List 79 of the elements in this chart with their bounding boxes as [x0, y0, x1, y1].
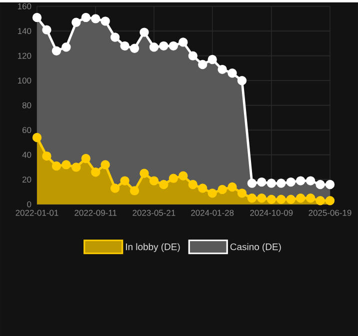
x-tick-label: 2024-10-09 — [250, 210, 293, 216]
point — [266, 178, 276, 188]
point — [32, 12, 42, 22]
point — [81, 154, 90, 163]
x-tick-label: 2024-01-28 — [191, 210, 234, 216]
point — [62, 42, 71, 52]
point — [178, 171, 188, 180]
point — [325, 196, 335, 206]
point — [81, 12, 90, 22]
y-tick-label: 80 — [22, 102, 32, 108]
point — [52, 161, 62, 170]
point — [188, 180, 198, 189]
y-tick-label: 140 — [18, 28, 32, 34]
point — [168, 41, 178, 50]
point — [247, 178, 257, 188]
point — [110, 32, 120, 42]
point — [100, 160, 110, 170]
point — [100, 16, 110, 26]
point — [42, 25, 52, 34]
legend-label: In lobby (DE) — [126, 243, 180, 252]
point — [218, 64, 227, 74]
y-tick-label: 20 — [22, 176, 32, 182]
point — [208, 54, 217, 64]
x-tick-label: 2023-05-21 — [132, 210, 176, 216]
y-tick-label: 40 — [22, 152, 32, 158]
point — [91, 14, 100, 24]
point — [316, 180, 325, 189]
point — [159, 41, 168, 50]
point — [266, 194, 276, 204]
point — [257, 193, 266, 203]
point — [42, 151, 52, 160]
point — [130, 44, 140, 53]
point — [168, 174, 178, 183]
point — [228, 182, 237, 192]
point — [316, 196, 325, 206]
point — [198, 183, 208, 193]
point — [198, 60, 208, 69]
point — [218, 184, 227, 194]
legend-label: Casino (DE) — [230, 243, 281, 252]
x-tick-label: 2022-01-01 — [16, 210, 58, 216]
y-tick-label: 0 — [27, 201, 32, 208]
point — [276, 178, 286, 188]
point — [306, 176, 316, 186]
point — [149, 42, 159, 52]
point — [257, 177, 266, 186]
y-tick-label: 120 — [18, 52, 32, 59]
point — [72, 18, 81, 27]
point — [130, 186, 140, 196]
y-tick-label: 160 — [18, 3, 32, 10]
point — [110, 183, 120, 193]
point — [159, 180, 168, 189]
point — [276, 194, 286, 204]
point — [208, 188, 217, 198]
point — [296, 176, 306, 186]
y-tick-label: 100 — [18, 77, 32, 84]
point — [178, 37, 188, 47]
point — [296, 193, 306, 203]
point — [325, 180, 335, 189]
point — [120, 176, 130, 186]
point — [247, 193, 257, 203]
point — [140, 168, 149, 178]
point — [228, 68, 237, 78]
point — [306, 193, 316, 203]
point — [286, 194, 296, 204]
point — [237, 188, 247, 198]
point — [72, 162, 81, 172]
x-tick-label: 2022-09-11 — [74, 210, 117, 216]
point — [140, 28, 149, 37]
y-tick-label: 60 — [22, 126, 32, 133]
point — [52, 46, 62, 56]
point — [91, 167, 100, 177]
point — [32, 132, 42, 142]
point — [188, 51, 198, 60]
point — [286, 177, 296, 186]
point — [237, 76, 247, 86]
point — [120, 41, 130, 50]
point — [149, 176, 159, 186]
x-tick-label: 2025-06-19 — [308, 210, 352, 216]
point — [62, 160, 71, 170]
